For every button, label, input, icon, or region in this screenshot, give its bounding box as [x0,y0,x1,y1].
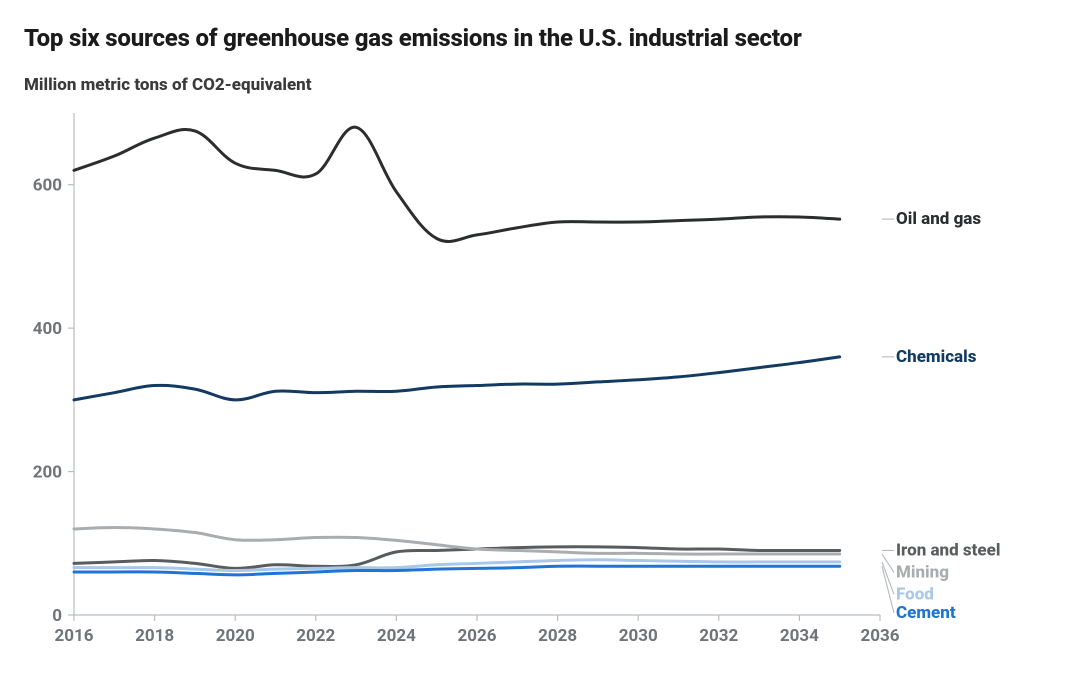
chart-title: Top six sources of greenhouse gas emissi… [24,24,1060,53]
legend-label-food: Food [896,584,934,604]
x-tick-label: 2034 [780,626,819,646]
y-tick-label: 400 [33,319,62,339]
chart-container: Top six sources of greenhouse gas emissi… [0,0,1080,675]
legend-label-oil-and-gas: Oil and gas [896,209,981,229]
line-chart: 0 200 400 600 2016 2018 2020 2022 2024 2026 2028 20… [24,95,1060,655]
legend-label-iron-and-steel: Iron and steel [896,540,1000,560]
x-tick-label: 2028 [538,626,577,646]
x-tick-label: 2016 [54,626,93,646]
y-tick-label: 200 [33,462,62,482]
x-tick-label: 2026 [457,626,496,646]
y-tick-label: 0 [52,606,62,626]
legend-label-chemicals: Chemicals [896,347,977,367]
x-tick-label: 2020 [216,626,255,646]
series-oil-and-gas [74,127,840,241]
y-tick-label: 600 [33,176,62,196]
legend-leader [882,554,894,572]
x-tick-label: 2030 [619,626,658,646]
x-tick-label: 2036 [860,626,899,646]
x-tick-label: 2024 [377,626,416,646]
x-tick-label: 2022 [296,626,335,646]
legend-label-mining: Mining [896,562,949,582]
chart-subtitle: Million metric tons of CO2-equivalent [24,75,1060,95]
series-chemicals [74,357,840,400]
x-tick-label: 2018 [135,626,174,646]
legend-label-cement: Cement [896,603,956,623]
x-tick-label: 2032 [699,626,738,646]
